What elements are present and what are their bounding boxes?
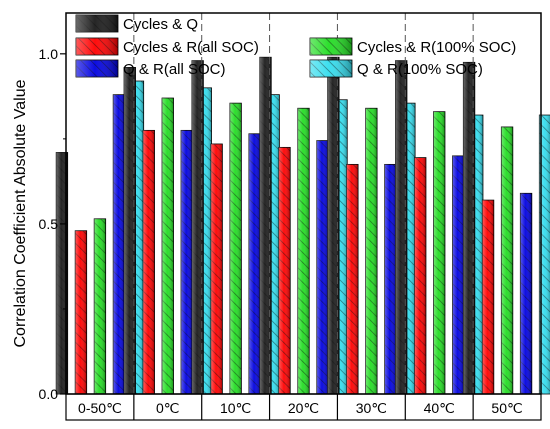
bar-shading bbox=[94, 218, 106, 394]
axes-layer: 0.0 0.5 1.0 0-50℃ 0℃ 10℃ 20℃ 30℃ 40℃ 50℃ bbox=[39, 46, 542, 421]
legend-label: Cycles & R(100% SOC) bbox=[357, 39, 516, 56]
x-tick-label: 0-50℃ bbox=[78, 400, 122, 416]
bar-shading bbox=[384, 164, 397, 394]
bar-shading bbox=[335, 99, 348, 394]
x-tick-label: 0℃ bbox=[156, 400, 180, 416]
bar-shading bbox=[520, 193, 532, 394]
x-tick-label: 20℃ bbox=[288, 400, 319, 416]
legend-label: Cycles & Q bbox=[123, 16, 198, 33]
bar-shading bbox=[75, 230, 87, 394]
bar-shading bbox=[327, 57, 340, 395]
bar-shading bbox=[162, 98, 174, 394]
bar-shading bbox=[124, 67, 136, 394]
legend-label: Cycles & R(all SOC) bbox=[123, 39, 259, 56]
bar-shading bbox=[463, 62, 475, 394]
legend-swatch-shading bbox=[310, 60, 352, 77]
legend-swatch-shading bbox=[76, 60, 118, 77]
bar-shading bbox=[267, 94, 280, 395]
y-tick-label: 0.5 bbox=[39, 216, 59, 232]
bar-shading bbox=[316, 140, 329, 394]
y-tick-label: 1.0 bbox=[39, 46, 59, 62]
bar-shading bbox=[248, 133, 261, 394]
bar-shading bbox=[471, 115, 483, 394]
legend-swatch-shading bbox=[76, 15, 118, 32]
x-tick-label: 10℃ bbox=[220, 400, 251, 416]
bar-shading bbox=[229, 103, 242, 394]
y-tick-label: 0.0 bbox=[39, 386, 59, 402]
x-tick-label: 40℃ bbox=[424, 400, 455, 416]
bar-shading bbox=[191, 60, 204, 394]
y-axis-title: Correlation Coefficient Absolute Value bbox=[12, 79, 29, 347]
bar-shading bbox=[56, 152, 68, 394]
bar-shading bbox=[395, 60, 407, 394]
bar-shading bbox=[113, 94, 125, 395]
bar-shading bbox=[132, 81, 144, 395]
bar-shading bbox=[414, 157, 426, 394]
bar-shading bbox=[210, 143, 223, 394]
bar-shading bbox=[259, 57, 272, 395]
legend: Cycles & Q Cycles & R(all SOC) Cycles & R(… bbox=[75, 14, 516, 78]
legend-swatch-shading bbox=[76, 38, 118, 55]
legend-label: Q & R(all SOC) bbox=[123, 61, 226, 78]
x-tick-label: 30℃ bbox=[356, 400, 387, 416]
bar-shading bbox=[539, 115, 550, 394]
x-tick-label: 50℃ bbox=[491, 400, 522, 416]
bar-shading bbox=[181, 130, 193, 394]
bar-shading bbox=[143, 130, 155, 394]
bar-shading bbox=[501, 126, 513, 394]
bar-shading bbox=[452, 155, 464, 394]
bars-layer bbox=[55, 56, 550, 395]
x-category-band bbox=[65, 393, 542, 421]
bar-shading bbox=[365, 108, 378, 394]
bar-shading bbox=[482, 200, 494, 394]
legend-label: Q & R(100% SOC) bbox=[357, 61, 483, 78]
bar-shading bbox=[297, 108, 310, 394]
bar-shading bbox=[433, 111, 445, 394]
bar-shading bbox=[200, 87, 212, 394]
group-separators bbox=[133, 13, 474, 394]
bar-shading bbox=[278, 147, 291, 394]
legend-swatch-shading bbox=[310, 38, 352, 55]
bar-shading bbox=[403, 103, 416, 394]
bar-shading bbox=[346, 164, 359, 394]
